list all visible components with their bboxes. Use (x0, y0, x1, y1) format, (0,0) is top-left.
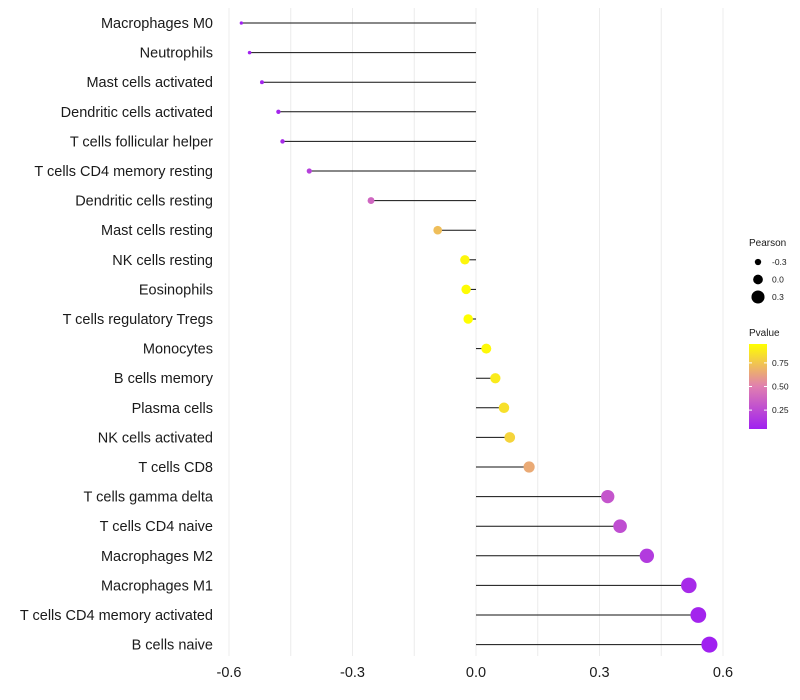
category-label: T cells gamma delta (84, 490, 214, 506)
category-label: T cells CD4 naive (100, 519, 213, 535)
data-point (239, 21, 244, 25)
category-label: NK cells resting (112, 253, 213, 269)
category-label: Macrophages M1 (101, 578, 213, 594)
data-point (523, 461, 535, 473)
category-label: Eosinophils (139, 282, 213, 298)
data-point (701, 636, 718, 653)
category-label: Macrophages M2 (101, 549, 213, 565)
color-legend-title: Pvalue (749, 328, 780, 339)
color-legend-label: 0.75 (772, 358, 789, 368)
size-legend-dot (754, 258, 762, 266)
category-label: Mast cells activated (86, 75, 213, 91)
data-point (247, 50, 252, 55)
data-point (280, 139, 285, 144)
data-point (681, 577, 697, 594)
data-point (259, 80, 264, 85)
category-label: T cells CD8 (138, 460, 213, 476)
data-point (498, 402, 510, 414)
data-point (461, 284, 471, 295)
category-label: T cells CD4 memory activated (20, 608, 213, 624)
category-label: Monocytes (143, 342, 213, 358)
x-tick-label: 0.0 (466, 665, 486, 681)
size-legend-title: Pearson (749, 238, 786, 249)
data-point (367, 197, 375, 205)
data-point (613, 519, 627, 534)
color-legend-label: 0.50 (772, 382, 789, 392)
category-labels: Macrophages M0 Neutrophils Mast cells acti… (20, 16, 214, 654)
category-label: B cells memory (114, 371, 214, 387)
data-point (306, 168, 312, 174)
stem-layer (241, 22, 710, 646)
category-label: Macrophages M0 (101, 16, 213, 32)
data-point (490, 373, 501, 384)
data-point (504, 432, 516, 443)
category-label: B cells naive (132, 638, 213, 654)
size-legend-label: 0.0 (772, 275, 784, 285)
data-point (690, 607, 707, 623)
category-label: Plasma cells (132, 401, 213, 417)
x-tick-label: 0.3 (589, 665, 609, 681)
color-legend: Pvalue 0.75 0.50 0.25 (749, 328, 789, 429)
color-legend-label: 0.25 (772, 405, 789, 415)
data-point (601, 489, 615, 504)
category-label: T cells CD4 memory resting (34, 164, 213, 180)
color-legend-bar (749, 344, 767, 429)
size-legend-dot (753, 274, 763, 285)
category-label: Mast cells resting (101, 223, 213, 239)
category-label: Neutrophils (140, 46, 213, 62)
size-legend: Pearson -0.3 0.0 0.3 (749, 238, 787, 304)
category-label: Dendritic cells activated (61, 105, 213, 121)
data-point (463, 314, 473, 324)
category-label: T cells follicular helper (70, 134, 213, 150)
category-label: Dendritic cells resting (75, 194, 213, 210)
x-tick-label: -0.3 (340, 665, 365, 681)
size-legend-dot (751, 290, 765, 304)
category-label: T cells regulatory Tregs (63, 312, 213, 328)
data-point (460, 255, 470, 265)
data-point (481, 343, 492, 354)
data-point (639, 548, 655, 563)
category-label: NK cells activated (98, 430, 213, 446)
size-legend-label: 0.3 (772, 292, 784, 302)
size-legend-label: -0.3 (772, 257, 787, 267)
x-axis-ticks: -0.6 -0.3 0.0 0.3 0.6 (217, 665, 734, 681)
x-tick-label: -0.6 (217, 665, 242, 681)
data-point (276, 109, 281, 114)
grid-layer (228, 8, 724, 656)
x-tick-label: 0.6 (713, 665, 733, 681)
dot-layer (239, 21, 718, 653)
data-point (433, 225, 443, 235)
